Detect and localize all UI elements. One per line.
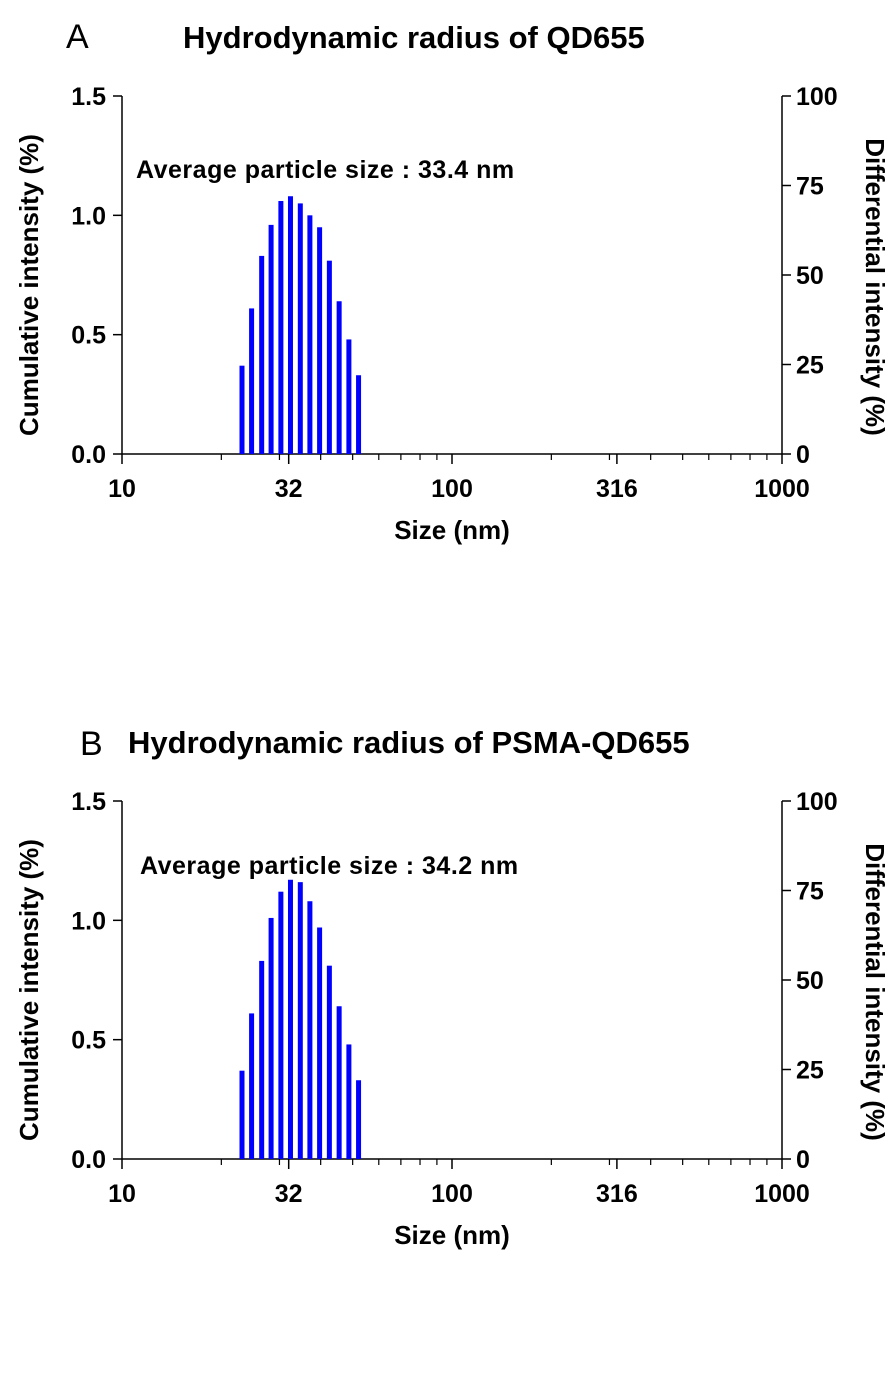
y-tick-label-right: 50 <box>796 967 824 995</box>
y-tick-label-right: 100 <box>796 788 838 816</box>
y-tick-label-left: 1.0 <box>71 907 106 935</box>
x-axis-label: Size (nm) <box>394 515 510 545</box>
bar <box>356 375 362 454</box>
x-tick-label: 32 <box>275 475 303 503</box>
y-tick-label-left: 1.0 <box>71 202 106 230</box>
bar <box>356 1080 362 1159</box>
x-tick-label: 1000 <box>754 1180 810 1208</box>
bar <box>317 927 323 1159</box>
x-tick-label: 10 <box>108 475 136 503</box>
bar <box>287 196 293 455</box>
panel-label: A <box>66 18 89 56</box>
y-tick-label-left: 0.0 <box>71 441 106 469</box>
bar <box>249 1013 255 1159</box>
x-tick-label: 316 <box>596 1180 638 1208</box>
bar <box>307 901 313 1159</box>
bar <box>346 1044 352 1159</box>
x-tick-label: 100 <box>431 475 473 503</box>
average-size-annotation: Average particle size : 33.4 nm <box>136 156 515 184</box>
x-tick-label: 1000 <box>754 475 810 503</box>
bar <box>317 227 323 454</box>
x-tick-label: 10 <box>108 1180 136 1208</box>
x-tick-label: 316 <box>596 475 638 503</box>
panel-label: B <box>80 725 103 763</box>
y-tick-label-right: 0 <box>796 441 810 469</box>
chart-plot-area: 0.0 0.5 1.0 1.5 0 25 50 75 100 10 32 100 316 1000 Size… <box>14 83 890 545</box>
y-tick-label-right: 75 <box>796 173 824 201</box>
y-axis-label-left: Cumulative intensity (%) <box>14 839 44 1141</box>
x-axis-label: Size (nm) <box>394 1220 510 1250</box>
bar <box>249 308 255 454</box>
bar <box>336 1006 342 1159</box>
bar <box>326 260 332 454</box>
y-axis-label-right: Differential intensity (%) <box>860 843 890 1141</box>
chart-title: Hydrodynamic radius of PSMA-QD655 <box>128 725 690 760</box>
x-tick-label: 32 <box>275 1180 303 1208</box>
y-tick-label-left: 0.5 <box>71 1027 106 1055</box>
y-tick-label-right: 75 <box>796 878 824 906</box>
bar <box>307 215 313 454</box>
bar <box>297 203 303 454</box>
bar <box>336 301 342 454</box>
y-tick-label-left: 1.5 <box>71 788 106 816</box>
chart-panel-b: B Hydrodynamic radius of PSMA-QD655 Aver… <box>0 705 891 1373</box>
bar <box>278 201 284 454</box>
bar <box>297 882 303 1159</box>
bar <box>239 365 245 454</box>
chart-plot-area: 0.0 0.5 1.0 1.5 0 25 50 75 100 10 32 100 316 1000 Size… <box>14 788 890 1250</box>
y-tick-label-right: 100 <box>796 83 838 111</box>
bar <box>239 1070 245 1159</box>
chart-panel-a: A Hydrodynamic radius of QD655 Average p… <box>0 0 891 668</box>
bar <box>259 255 265 454</box>
average-size-annotation: Average particle size : 34.2 nm <box>140 852 519 880</box>
y-axis-label-right: Differential intensity (%) <box>860 138 890 436</box>
y-tick-label-left: 1.5 <box>71 83 106 111</box>
y-tick-label-right: 0 <box>796 1146 810 1174</box>
bar <box>259 960 265 1159</box>
y-tick-label-right: 25 <box>796 352 824 380</box>
bar <box>287 879 293 1159</box>
chart-title: Hydrodynamic radius of QD655 <box>183 20 645 55</box>
bar <box>278 891 284 1159</box>
y-tick-label-right: 25 <box>796 1057 824 1085</box>
y-axis-label-left: Cumulative intensity (%) <box>14 134 44 436</box>
bar <box>326 965 332 1159</box>
bar <box>268 224 274 454</box>
bar <box>268 917 274 1159</box>
y-tick-label-left: 0.5 <box>71 322 106 350</box>
y-tick-label-left: 0.0 <box>71 1146 106 1174</box>
bar <box>346 339 352 454</box>
x-tick-label: 100 <box>431 1180 473 1208</box>
y-tick-label-right: 50 <box>796 262 824 290</box>
